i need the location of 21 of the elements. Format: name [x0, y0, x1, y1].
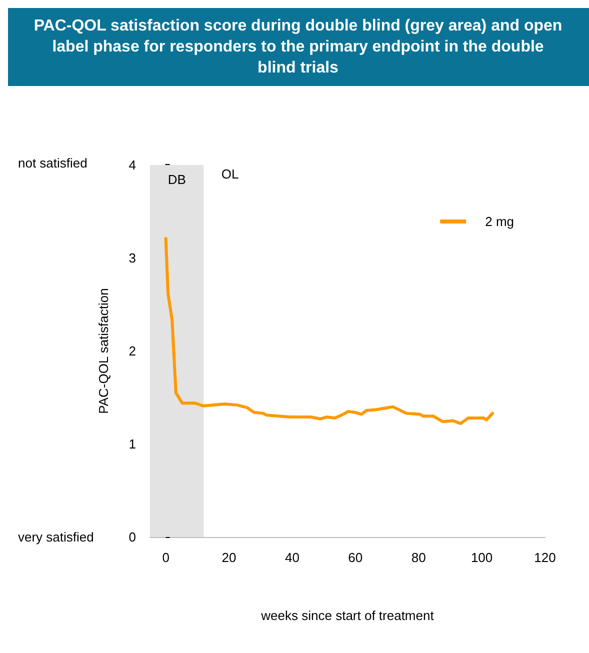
x-axis-title: weeks since start of treatment [260, 608, 434, 623]
x-tick-label: 60 [348, 550, 363, 565]
x-tick-label: 20 [222, 550, 236, 565]
text: very satisfied [18, 530, 94, 544]
y-tick-label: 3 [128, 250, 136, 266]
chart-title: PAC-QOL satisfaction score during double blind (grey area) and open label phase for responders to the primary endpoint in the double blind trials [34, 18, 562, 76]
annotation: OL [221, 166, 239, 182]
y-axis-title: PAC-QOL satisfaction [96, 288, 111, 414]
x-tick-label: 40 [284, 550, 300, 565]
y-tick-label: 0 [128, 530, 136, 544]
legend-label: 2 mg [485, 214, 514, 229]
text: not satisfied [18, 156, 88, 170]
y-tick-label: 2 [128, 344, 136, 358]
x-tick-label: 80 [411, 550, 426, 565]
line-series [164, 236, 494, 426]
band-label: DB [168, 172, 186, 187]
x-tick-label: 120 [534, 550, 556, 565]
x-tick-label: 0 [162, 550, 170, 565]
y-tick-label: 4 [128, 158, 136, 172]
x-tick-label: 100 [470, 550, 493, 565]
y-tick-label: 1 [128, 436, 136, 452]
